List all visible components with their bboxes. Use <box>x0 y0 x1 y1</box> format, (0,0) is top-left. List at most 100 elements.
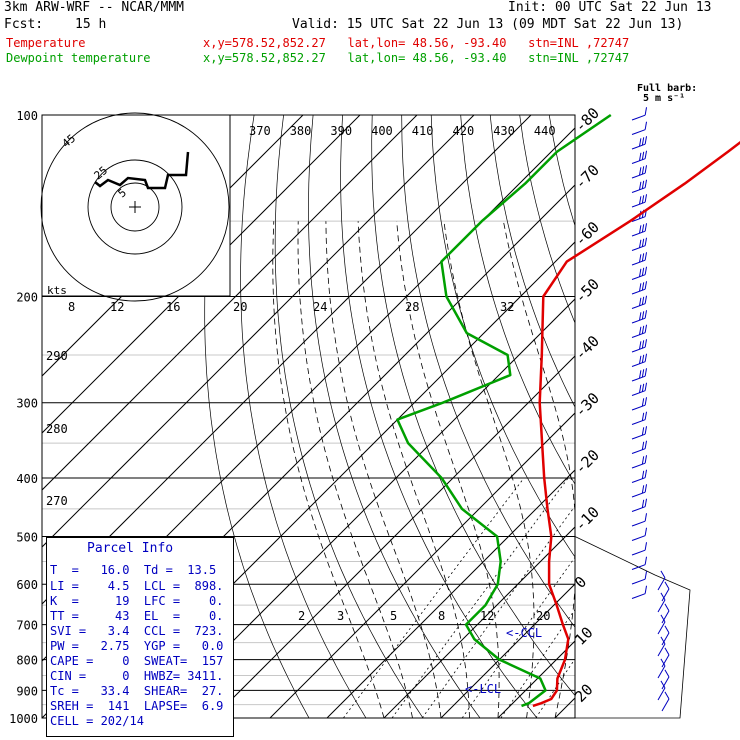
dry-adiabat-line <box>204 115 310 718</box>
barb-shaft <box>661 698 670 712</box>
barb-flag <box>639 152 642 161</box>
barb-legend-line1: Full barb: <box>637 83 698 94</box>
barb-shaft <box>631 172 646 179</box>
isotherm-line <box>155 298 575 718</box>
isotherm-label: 0 <box>571 573 590 592</box>
barb-flag <box>641 224 645 233</box>
barb-flag <box>644 571 648 580</box>
barb-flag <box>639 268 642 277</box>
mixing-ratio-label: 20 <box>233 300 247 314</box>
hodograph-ring <box>87 159 183 255</box>
barb-flag <box>641 456 645 465</box>
parcel-row: T = 16.0 Td = 13.5 <box>50 563 217 577</box>
barb-flag <box>641 311 645 320</box>
barb-shaft <box>631 477 646 483</box>
wind-barb <box>657 658 666 679</box>
barb-flag <box>639 167 642 176</box>
wind-barb <box>631 136 648 150</box>
theta-e-label: 270 <box>46 494 68 508</box>
barb-flag <box>644 397 648 406</box>
barb-flag <box>644 469 648 478</box>
theta-e-label: 280 <box>46 422 68 436</box>
plot-frame <box>41 114 691 719</box>
barb-shaft <box>631 230 646 237</box>
barb-shaft <box>631 506 646 512</box>
parcel-row: SREH = 141 LAPSE= 6.9 <box>50 699 224 713</box>
wind-barb <box>631 107 648 121</box>
dewpoint-station-info: x,y=578.52,852.27 lat,lon= 48.56, -93.40… <box>203 51 630 65</box>
wind-barb <box>631 179 648 193</box>
dry-adiabat-line <box>579 115 740 718</box>
barb-flag <box>664 647 670 656</box>
barb-shaft <box>661 676 670 690</box>
barb-shaft <box>631 317 646 324</box>
barb-flag <box>664 581 670 590</box>
wind-barb <box>631 585 648 599</box>
barb-flag <box>641 485 645 494</box>
pressure-label: 200 <box>16 291 38 305</box>
wind-barb <box>631 121 648 135</box>
valid-time: Valid: 15 UTC Sat 22 Jun 13 (09 MDT Sat … <box>292 17 684 32</box>
dewpoint-profile <box>396 113 612 708</box>
extension-outline <box>574 536 691 719</box>
isotherm-line <box>42 115 361 434</box>
barb-shaft <box>631 549 646 556</box>
barb-shaft <box>631 419 646 425</box>
isotherm-label: -70 <box>571 161 603 193</box>
isotherm-line <box>440 583 575 718</box>
barb-shaft <box>631 491 646 498</box>
wind-barb <box>631 513 648 527</box>
mixing-ratio-label: 16 <box>166 300 180 314</box>
barb-shaft <box>631 259 646 266</box>
barb-flag <box>644 310 648 319</box>
isotherm-line <box>212 355 575 718</box>
pressure-label: 800 <box>16 654 38 668</box>
barb-flag <box>641 499 645 508</box>
barb-flag <box>639 370 642 379</box>
wind-barb <box>631 324 648 338</box>
barb-flag <box>639 283 642 292</box>
dry-adiabat-line <box>430 115 575 558</box>
barb-shaft <box>631 404 646 411</box>
barb-flag <box>664 625 670 634</box>
mixing-ratio-label: 8 <box>438 609 445 623</box>
parcel-row: SVI = 3.4 CCL = 723. <box>50 624 224 638</box>
wind-barb <box>661 647 670 668</box>
wind-barb <box>631 411 648 425</box>
barb-flag <box>639 239 642 248</box>
barb-shaft <box>631 361 646 367</box>
barb-flag <box>641 427 645 436</box>
wind-barb <box>631 165 648 179</box>
barb-flag <box>641 195 645 204</box>
wind-barb <box>631 571 648 585</box>
moist-adiabat-line <box>503 221 575 718</box>
dry-adiabat-line <box>726 115 740 718</box>
barb-flag <box>644 542 648 551</box>
barb-flag <box>644 484 648 493</box>
wind-barb <box>631 353 648 367</box>
barb-shaft <box>631 593 646 599</box>
barb-flag <box>641 398 645 407</box>
barb-flag <box>660 570 666 579</box>
hodograph-ring <box>110 182 160 232</box>
moist-adiabat-line <box>612 221 695 718</box>
theta-label: 380 <box>290 124 312 138</box>
wind-barb <box>631 150 648 164</box>
isotherm-label: -10 <box>571 503 603 535</box>
isotherm-label: -60 <box>571 218 603 250</box>
mixing-ratio-label: 32 <box>500 300 514 314</box>
wind-barb <box>631 266 648 280</box>
dry-adiabat-lines <box>204 115 740 718</box>
barb-shaft <box>631 520 646 527</box>
barb-shaft <box>661 588 670 602</box>
barb-shaft <box>657 621 666 635</box>
barb-flag <box>641 267 645 276</box>
barb-flag <box>660 680 666 689</box>
isotherm-line <box>326 469 575 718</box>
barb-shaft <box>631 390 646 396</box>
wind-barb <box>631 194 648 208</box>
wind-barb <box>631 281 648 295</box>
mixing-ratio-label: 12 <box>480 609 494 623</box>
parcel-row: LI = 4.5 LCL = 898. <box>50 579 224 593</box>
wind-barb <box>657 592 666 613</box>
